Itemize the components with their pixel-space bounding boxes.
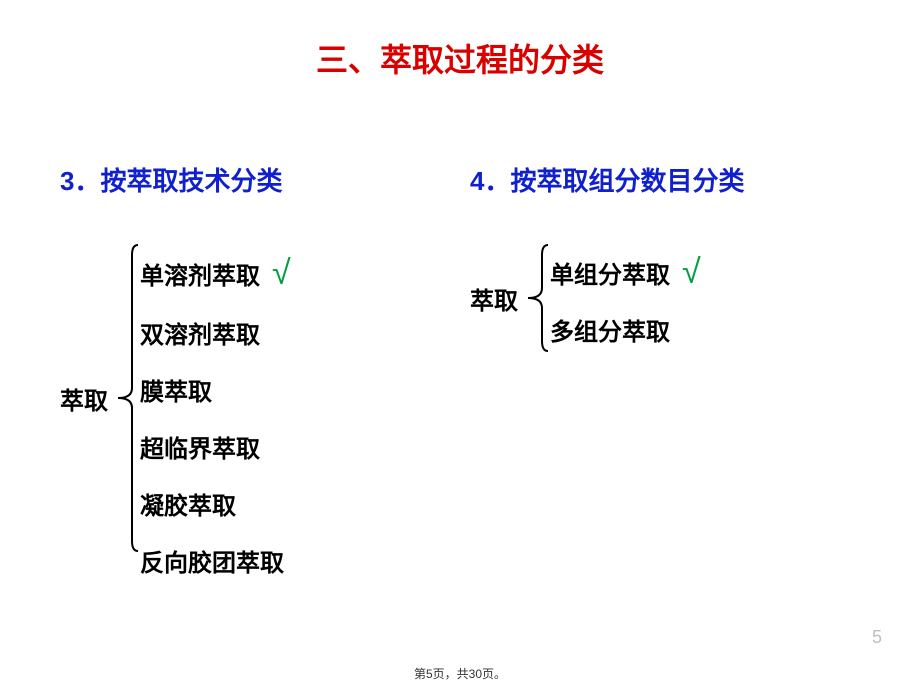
list-item: 单溶剂萃取 √ bbox=[140, 243, 291, 304]
footer-text: 第5页，共30页。 bbox=[0, 665, 920, 682]
page-title: 三、萃取过程的分类 bbox=[0, 0, 920, 81]
right-heading: 4．按萃取组分数目分类 bbox=[470, 161, 890, 198]
list-item: 单组分萃取 √ bbox=[550, 243, 701, 302]
left-column: 3．按萃取技术分类 萃取 单溶剂萃取√双溶剂萃取膜萃取超临界萃取凝胶萃取反向胶团… bbox=[30, 161, 460, 553]
right-column: 4．按萃取组分数目分类 萃取 单组分萃取 √ 多组分萃取 bbox=[460, 161, 890, 553]
left-heading: 3．按萃取技术分类 bbox=[60, 161, 460, 198]
list-item: 凝胶萃取 bbox=[140, 475, 291, 532]
item-label: 凝胶萃取 bbox=[140, 486, 236, 521]
list-item: 膜萃取 bbox=[140, 361, 291, 418]
left-brace bbox=[116, 243, 140, 553]
left-group: 萃取 单溶剂萃取√双溶剂萃取膜萃取超临界萃取凝胶萃取反向胶团萃取 bbox=[60, 243, 460, 553]
item-label: 反向胶团萃取 bbox=[140, 543, 284, 578]
item-label: 多组分萃取 bbox=[550, 312, 670, 347]
item-label: 超临界萃取 bbox=[140, 429, 260, 464]
page-number: 5 bbox=[872, 627, 882, 648]
check-icon: √ bbox=[272, 254, 291, 293]
right-group: 萃取 单组分萃取 √ 多组分萃取 bbox=[470, 243, 890, 353]
list-item: 双溶剂萃取 bbox=[140, 304, 291, 361]
item-label: 单溶剂萃取 bbox=[140, 256, 260, 291]
content-columns: 3．按萃取技术分类 萃取 单溶剂萃取√双溶剂萃取膜萃取超临界萃取凝胶萃取反向胶团… bbox=[0, 81, 920, 553]
left-group-label: 萃取 bbox=[60, 381, 108, 416]
left-items: 单溶剂萃取√双溶剂萃取膜萃取超临界萃取凝胶萃取反向胶团萃取 bbox=[140, 243, 291, 553]
item-label: 膜萃取 bbox=[140, 372, 212, 407]
right-group-label: 萃取 bbox=[470, 281, 518, 316]
right-items: 单组分萃取 √ 多组分萃取 bbox=[550, 243, 701, 353]
title-text: 三、萃取过程的分类 bbox=[316, 42, 604, 78]
right-brace bbox=[526, 243, 550, 353]
list-item: 多组分萃取 bbox=[550, 302, 701, 357]
item-label: 单组分萃取 bbox=[550, 255, 670, 290]
list-item: 超临界萃取 bbox=[140, 418, 291, 475]
item-label: 双溶剂萃取 bbox=[140, 315, 260, 350]
list-item: 反向胶团萃取 bbox=[140, 532, 291, 589]
check-icon: √ bbox=[682, 253, 701, 292]
